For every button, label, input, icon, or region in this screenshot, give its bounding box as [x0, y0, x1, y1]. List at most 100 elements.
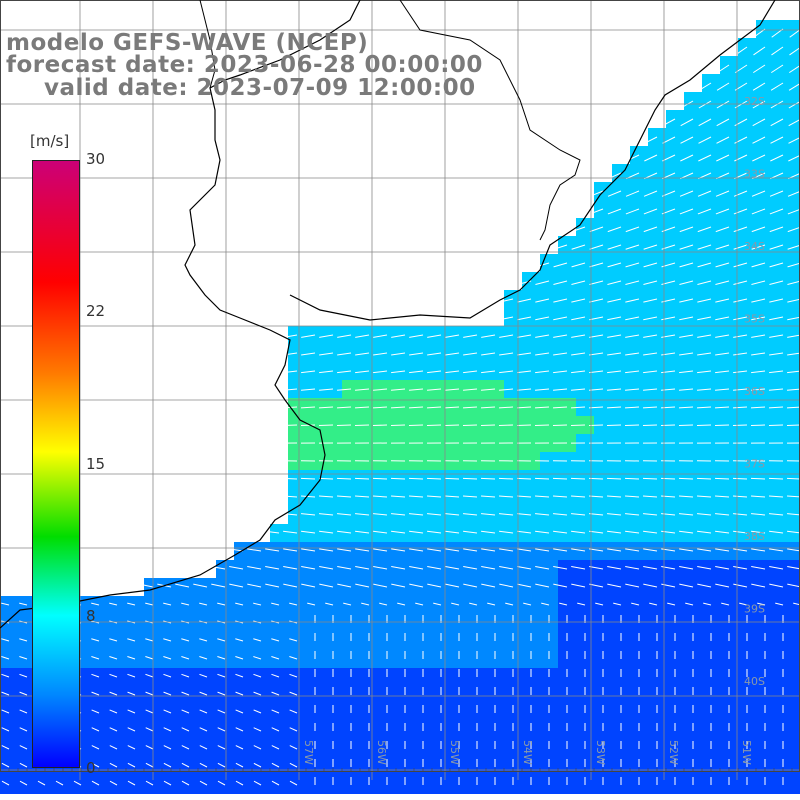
wind-cell	[792, 344, 800, 362]
lon-label: 53W	[594, 740, 607, 765]
wind-arrow	[733, 244, 748, 250]
wind-arrow	[109, 727, 118, 732]
wind-arrow	[715, 513, 730, 516]
wind-arrow	[409, 388, 424, 391]
wind-arrow	[301, 583, 316, 588]
wind-arrow	[289, 656, 298, 660]
wind-arrow	[481, 334, 496, 338]
wind-arrow	[769, 530, 784, 534]
wind-arrow	[752, 82, 766, 91]
wind-arrow	[463, 566, 478, 570]
wind-arrow	[787, 388, 800, 391]
wind-arrow	[697, 208, 712, 215]
wind-arrow	[427, 548, 442, 552]
wind-arrow	[757, 602, 766, 606]
lat-label: 33S	[744, 168, 765, 181]
wind-cell	[792, 578, 800, 596]
wind-arrow	[517, 548, 532, 552]
wind-cell	[792, 146, 800, 164]
wind-arrow	[283, 370, 298, 374]
wind-arrow	[145, 727, 154, 732]
wind-arrow	[109, 762, 118, 768]
wind-cell	[792, 776, 800, 794]
wind-arrow	[679, 190, 694, 197]
wind-arrow	[73, 780, 82, 786]
wind-arrow	[390, 495, 406, 498]
wind-arrow	[553, 548, 568, 552]
lat-label: 40S	[744, 675, 765, 688]
wind-arrow	[697, 298, 712, 303]
wind-arrow	[289, 691, 298, 696]
wind-arrow	[355, 334, 370, 338]
wind-arrow	[199, 638, 208, 642]
lat-label: 35S	[744, 313, 765, 326]
wind-arrow	[451, 602, 460, 606]
wind-arrow	[589, 566, 604, 570]
wind-arrow	[282, 495, 298, 498]
wind-arrow	[552, 495, 568, 498]
wind-cell	[792, 632, 800, 650]
wind-arrow	[517, 513, 532, 516]
wind-arrow	[445, 548, 460, 552]
wind-arrow	[253, 745, 262, 750]
wind-arrow	[697, 370, 712, 374]
wind-arrow	[786, 406, 800, 409]
wind-arrow	[679, 334, 694, 338]
wind-arrow	[716, 64, 730, 74]
wind-arrow	[751, 548, 766, 552]
wind-arrow	[770, 118, 784, 127]
wind-arrow	[499, 548, 514, 552]
wind-arrow	[19, 602, 28, 606]
wind-arrow	[181, 673, 190, 678]
wind-arrow	[300, 406, 316, 409]
wind-arrow	[199, 780, 208, 786]
wind-arrow	[517, 334, 532, 338]
wind-arrow	[199, 745, 208, 750]
wind-arrow	[517, 298, 532, 303]
wind-arrow	[625, 334, 640, 338]
wind-cell	[792, 596, 800, 614]
wind-arrow	[391, 388, 406, 391]
wind-arrow	[607, 352, 622, 356]
wind-arrow	[415, 602, 424, 606]
wind-arrow	[283, 388, 298, 391]
wind-arrow	[391, 334, 406, 338]
wind-arrow	[199, 656, 208, 660]
wind-arrow	[642, 406, 658, 409]
wind-arrow	[631, 602, 640, 606]
wind-arrow	[1, 691, 10, 696]
wind-arrow	[181, 762, 190, 768]
wind-arrow	[660, 495, 676, 498]
wind-arrow	[589, 548, 604, 552]
wind-cell	[792, 686, 800, 704]
wind-arrow	[739, 602, 748, 606]
wind-arrow	[750, 424, 766, 427]
wind-arrow	[786, 424, 800, 427]
wind-arrow	[733, 583, 748, 588]
wind-arrow	[535, 298, 550, 303]
wind-arrow	[181, 638, 190, 642]
title-valid-date: valid date: 2023-07-09 12:00:00	[44, 75, 476, 101]
wind-arrow	[163, 602, 172, 606]
wind-arrow	[318, 495, 334, 498]
wind-arrow	[589, 334, 604, 338]
wind-arrow	[19, 762, 28, 768]
wind-arrow	[498, 495, 514, 498]
wind-arrow	[409, 334, 424, 338]
wind-arrow	[625, 190, 640, 197]
wind-arrow	[787, 566, 800, 570]
wind-arrow	[552, 424, 568, 427]
wind-arrow	[679, 352, 694, 356]
wind-arrow	[283, 352, 298, 356]
wind-arrow	[715, 298, 730, 303]
wind-arrow	[199, 602, 208, 606]
wind-arrow	[571, 513, 586, 516]
wind-arrow	[715, 334, 730, 338]
wind-arrow	[127, 638, 136, 642]
wind-arrow	[768, 495, 784, 498]
wind-arrow	[319, 513, 334, 516]
wind-arrow	[91, 780, 100, 786]
wind-arrow	[714, 424, 730, 427]
wind-arrow	[643, 583, 658, 588]
